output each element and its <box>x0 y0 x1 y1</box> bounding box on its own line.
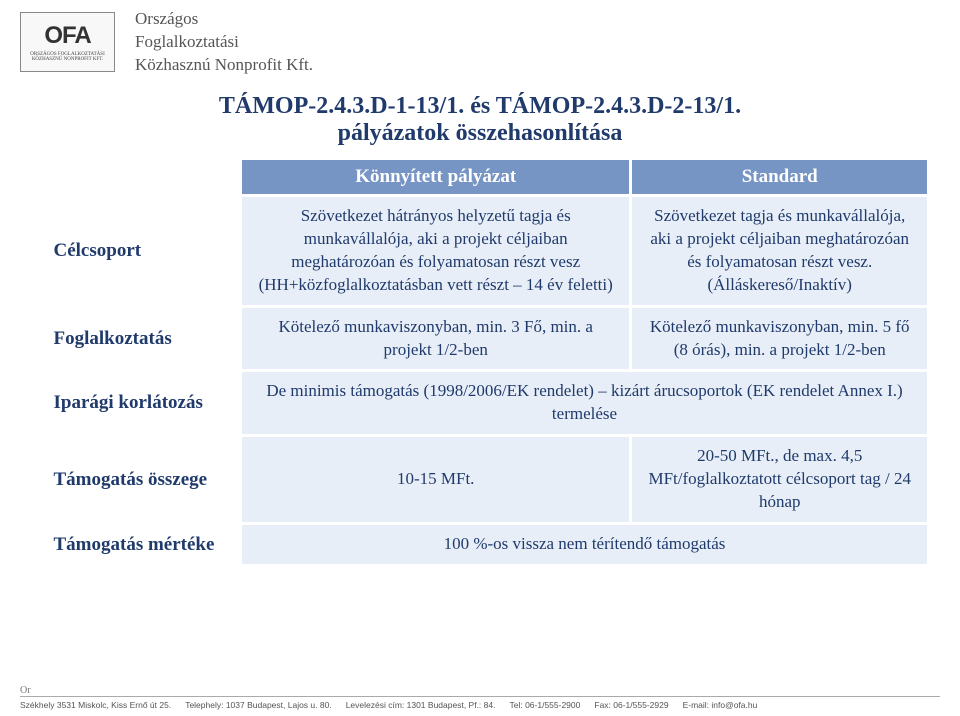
row-label: Foglalkoztatás <box>46 306 241 371</box>
cell: Kötelező munkaviszonyban, min. 3 Fő, min… <box>241 306 631 371</box>
col-header-2: Standard <box>631 158 929 195</box>
table-row: Iparági korlátozás De minimis támogatás … <box>46 371 929 436</box>
table-row: Célcsoport Szövetkezet hátrányos helyzet… <box>46 195 929 306</box>
row-label: Támogatás mértéke <box>46 524 241 566</box>
col-header-1: Könnyített pályázat <box>241 158 631 195</box>
table-row: Támogatás mértéke 100 %-os vissza nem té… <box>46 524 929 566</box>
org-name: Országos Foglalkoztatási Közhasznú Nonpr… <box>135 8 313 77</box>
title-line1: TÁMOP-2.4.3.D-1-13/1. és TÁMOP-2.4.3.D-2… <box>0 93 960 120</box>
cell: 10-15 MFt. <box>241 436 631 524</box>
comparison-table-wrap: Könnyített pályázat Standard Célcsoport … <box>0 157 960 567</box>
cell: Kötelező munkaviszonyban, min. 5 fő (8 ó… <box>631 306 929 371</box>
comparison-table: Könnyített pályázat Standard Célcsoport … <box>44 157 930 567</box>
row-label: Támogatás összege <box>46 436 241 524</box>
org-line3: Közhasznú Nonprofit Kft. <box>135 54 313 77</box>
footer-tel: Tel: 06-1/555-2900 <box>509 700 580 710</box>
cell: Szövetkezet hátrányos helyzetű tagja és … <box>241 195 631 306</box>
row-label: Célcsoport <box>46 195 241 306</box>
cell-merged: De minimis támogatás (1998/2006/EK rende… <box>241 371 929 436</box>
footer-fax: Fax: 06-1/555-2929 <box>594 700 668 710</box>
corner-label: Or <box>20 685 31 696</box>
cell-merged: 100 %-os vissza nem térítendő támogatás <box>241 524 929 566</box>
title-block: TÁMOP-2.4.3.D-1-13/1. és TÁMOP-2.4.3.D-2… <box>0 93 960 147</box>
org-line1: Országos <box>135 8 313 31</box>
cell: 20-50 MFt., de max. 4,5 MFt/foglalkoztat… <box>631 436 929 524</box>
logo-subtext: ORSZÁGOS FOGLALKOZTATÁSI KÖZHASZNÚ NONPR… <box>21 52 114 63</box>
table-header-row: Könnyített pályázat Standard <box>46 158 929 195</box>
logo: OFA ORSZÁGOS FOGLALKOZTATÁSI KÖZHASZNÚ N… <box>20 12 115 72</box>
title-line2: pályázatok összehasonlítása <box>0 120 960 147</box>
footer-addr1: Székhely 3531 Miskolc, Kiss Ernő út 25. <box>20 700 171 710</box>
page-header: OFA ORSZÁGOS FOGLALKOZTATÁSI KÖZHASZNÚ N… <box>0 0 960 81</box>
logo-text: OFA <box>44 22 90 50</box>
footer-addr3: Levelezési cím: 1301 Budapest, Pf.: 84. <box>346 700 496 710</box>
table-row: Foglalkoztatás Kötelező munkaviszonyban,… <box>46 306 929 371</box>
cell: Szövetkezet tagja és munkavállalója, aki… <box>631 195 929 306</box>
table-row: Támogatás összege 10-15 MFt. 20-50 MFt.,… <box>46 436 929 524</box>
row-label: Iparági korlátozás <box>46 371 241 436</box>
footer-addr2: Telephely: 1037 Budapest, Lajos u. 80. <box>185 700 332 710</box>
footer: Székhely 3531 Miskolc, Kiss Ernő út 25. … <box>20 696 940 710</box>
footer-email: E-mail: info@ofa.hu <box>683 700 758 710</box>
org-line2: Foglalkoztatási <box>135 31 313 54</box>
